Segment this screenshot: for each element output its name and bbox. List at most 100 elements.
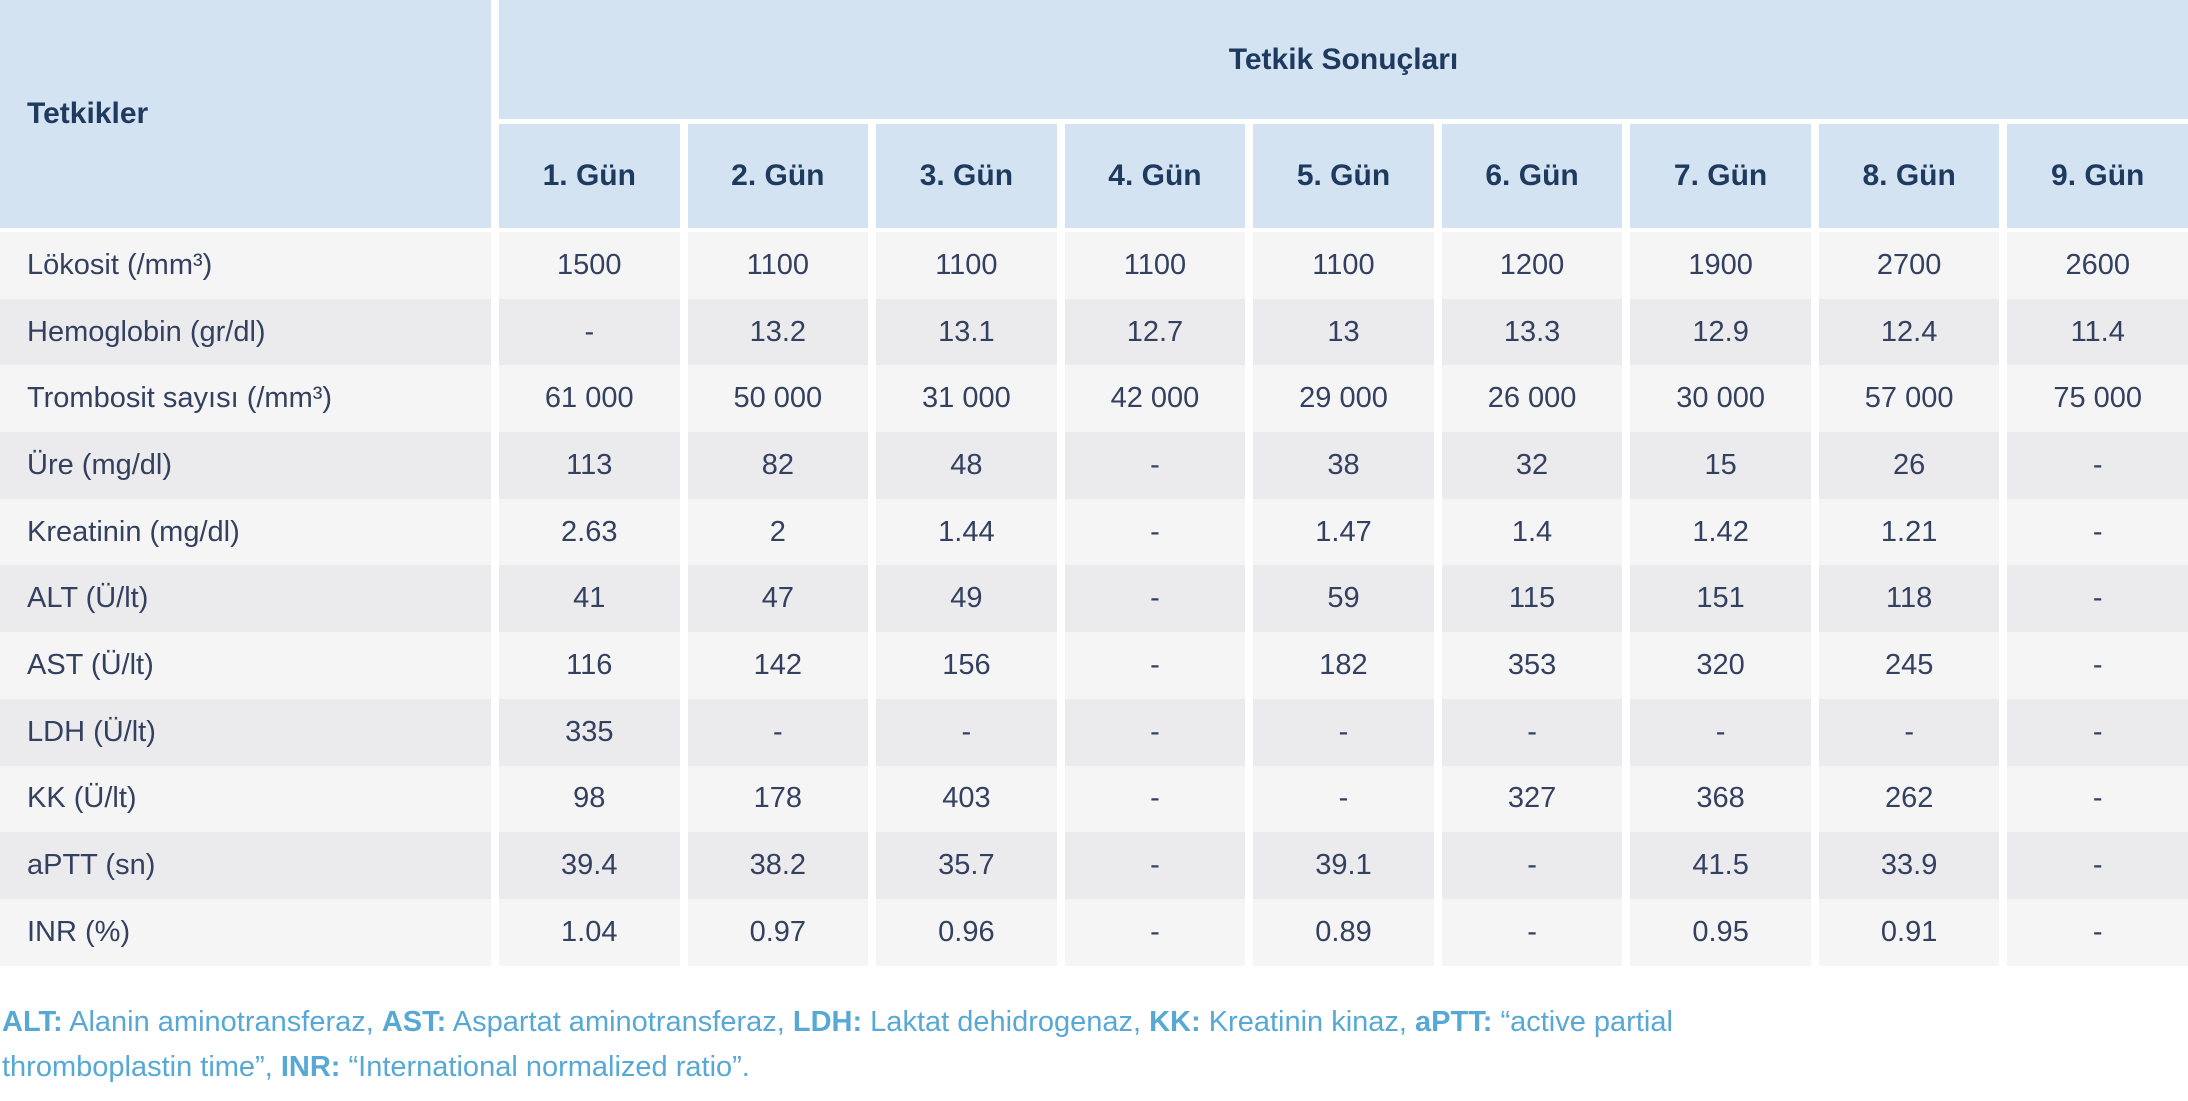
value-cell: - (2007, 632, 2188, 699)
value-cell: 11.4 (2007, 298, 2188, 366)
day-header-9: 9. Gün (2007, 124, 2188, 228)
value-cell: - (2007, 565, 2188, 633)
value-cell: - (2007, 765, 2188, 833)
value-cell: - (2007, 698, 2188, 766)
value-cell: 26 (1818, 432, 2000, 499)
value-cell: - (1253, 765, 1434, 833)
abbreviation-term: KK: (1149, 1005, 1201, 1038)
value-cell: - (1630, 698, 1811, 766)
value-cell: 1900 (1630, 232, 1811, 299)
value-cell: 47 (687, 565, 869, 633)
abbreviation-term: LDH: (792, 1005, 863, 1038)
value-cell: 142 (687, 632, 869, 699)
value-cell: - (1064, 698, 1246, 766)
row-label: Lökosit (/mm³) (0, 232, 491, 299)
abbreviation-term: aPTT: (1415, 1005, 1493, 1038)
value-cell: 61 000 (499, 365, 680, 433)
value-cell: 13.3 (1441, 298, 1623, 366)
value-cell: 33.9 (1818, 832, 2000, 899)
value-cell: - (1064, 565, 1246, 633)
value-cell: 12.7 (1064, 298, 1246, 366)
value-cell: - (876, 698, 1057, 766)
value-cell: 1100 (1253, 232, 1434, 299)
value-cell: 403 (876, 765, 1057, 833)
value-cell: - (2007, 432, 2188, 499)
abbreviation-definition: “International normalized ratio”. (340, 1050, 750, 1083)
value-cell: 320 (1630, 632, 1811, 699)
value-cell: 118 (1818, 565, 2000, 633)
value-cell: 0.97 (687, 898, 869, 966)
value-cell: 39.1 (1253, 832, 1434, 899)
value-cell: 48 (876, 432, 1057, 499)
value-cell: 1.04 (499, 898, 680, 966)
value-cell: 13.1 (876, 298, 1057, 366)
value-cell: 50 000 (687, 365, 869, 433)
abbreviation-term: ALT: (2, 1005, 63, 1038)
value-cell: 0.91 (1818, 898, 2000, 966)
value-cell: - (1441, 898, 1623, 966)
day-header-3: 3. Gün (876, 124, 1057, 228)
row-label: ALT (Ü/lt) (0, 565, 491, 633)
value-cell: 32 (1441, 432, 1623, 499)
row-label: Hemoglobin (gr/dl) (0, 298, 491, 366)
row-label: Üre (mg/dl) (0, 432, 491, 499)
value-cell: 262 (1818, 765, 2000, 833)
value-cell: 0.96 (876, 898, 1057, 966)
abbreviation-definition: Alanin aminotransferaz, (62, 1005, 382, 1038)
row-label: Trombosit sayısı (/mm³) (0, 365, 491, 433)
value-cell: 353 (1441, 632, 1623, 699)
value-cell: 12.4 (1818, 298, 2000, 366)
value-cell: 38.2 (687, 832, 869, 899)
value-cell: 1200 (1441, 232, 1623, 299)
value-cell: 156 (876, 632, 1057, 699)
value-cell: 41 (499, 565, 680, 633)
value-cell: - (499, 298, 680, 366)
value-cell: 1100 (876, 232, 1057, 299)
value-cell: 2700 (1818, 232, 2000, 299)
value-cell: 1.4 (1441, 498, 1623, 566)
value-cell: 15 (1630, 432, 1811, 499)
value-cell: - (1818, 698, 2000, 766)
value-cell: - (1064, 498, 1246, 566)
row-label: LDH (Ü/lt) (0, 698, 491, 766)
value-cell: 1.44 (876, 498, 1057, 566)
value-cell: - (687, 698, 869, 766)
value-cell: 116 (499, 632, 680, 699)
value-cell: 31 000 (876, 365, 1057, 433)
day-header-1: 1. Gün (499, 124, 680, 228)
value-cell: 39.4 (499, 832, 680, 899)
value-cell: 178 (687, 765, 869, 833)
day-header-5: 5. Gün (1253, 124, 1434, 228)
value-cell: 59 (1253, 565, 1434, 633)
abbreviation-definition: “active partial (1492, 1005, 1673, 1038)
value-cell: 26 000 (1441, 365, 1623, 433)
value-cell: 1100 (1064, 232, 1246, 299)
day-header-7: 7. Gün (1630, 124, 1811, 228)
row-label: INR (%) (0, 898, 491, 966)
value-cell: - (2007, 498, 2188, 566)
row-label: AST (Ü/lt) (0, 632, 491, 699)
abbreviation-definition: Aspartat aminotransferaz, (446, 1005, 793, 1038)
value-cell: 2600 (2007, 232, 2188, 299)
day-header-8: 8. Gün (1818, 124, 2000, 228)
value-cell: 57 000 (1818, 365, 2000, 433)
value-cell: 1100 (687, 232, 869, 299)
value-cell: - (1064, 632, 1246, 699)
value-cell: 151 (1630, 565, 1811, 633)
abbreviation-definition: thromboplastin time”, (2, 1050, 281, 1083)
value-cell: 1.47 (1253, 498, 1434, 566)
value-cell: 327 (1441, 765, 1623, 833)
day-header-4: 4. Gün (1064, 124, 1246, 228)
day-header-6: 6. Gün (1441, 124, 1623, 228)
value-cell: 115 (1441, 565, 1623, 633)
value-cell: 1.42 (1630, 498, 1811, 566)
value-cell: 12.9 (1630, 298, 1811, 366)
column-header-tetkikler: Tetkikler (0, 0, 491, 228)
value-cell: - (1064, 898, 1246, 966)
value-cell: 13 (1253, 298, 1434, 366)
value-cell: 245 (1818, 632, 2000, 699)
value-cell: - (2007, 898, 2188, 966)
value-cell: 41.5 (1630, 832, 1811, 899)
value-cell: - (1064, 832, 1246, 899)
